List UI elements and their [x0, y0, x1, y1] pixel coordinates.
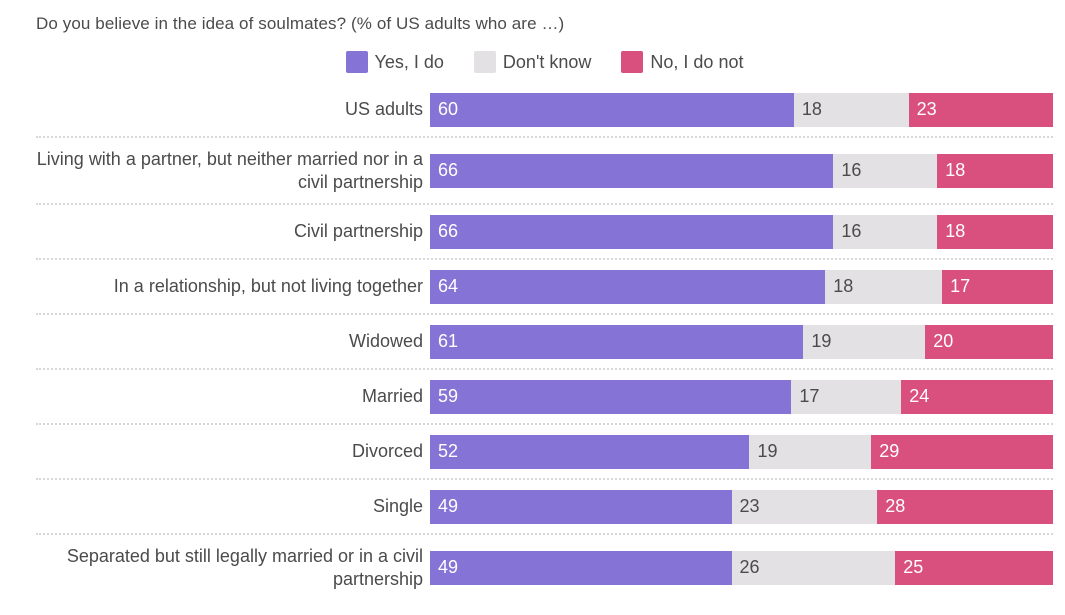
bar-segment-no-i-do-not: 25 [895, 550, 1053, 585]
bar-row: Separated but still legally married or i… [36, 533, 1053, 600]
stacked-bar: 52 19 29 [430, 434, 1053, 469]
bar-row: In a relationship, but not living togeth… [36, 258, 1053, 313]
bar-segment-no-i-do-not: 18 [937, 153, 1053, 188]
bar-segment-yes-i-do: 64 [430, 269, 826, 304]
category-label: Civil partnership [293, 221, 423, 242]
stacked-bar: 49 26 25 [430, 550, 1053, 585]
legend-swatch-yes-i-do-icon [345, 51, 368, 73]
stacked-bar: 60 18 23 [430, 92, 1053, 127]
chart-title: Do you believe in the idea of soulmates?… [36, 14, 565, 33]
category-label: Divorced [351, 441, 423, 462]
bar-row: Divorced 52 19 29 [36, 423, 1053, 478]
bar-segment-dont-know: 23 [731, 489, 878, 524]
category-label: Widowed [348, 331, 423, 352]
stacked-bar: 59 17 24 [430, 379, 1053, 414]
bar-segment-dont-know: 18 [825, 269, 943, 304]
stacked-bar: 66 16 18 [430, 153, 1053, 188]
bar-row: Single 49 23 28 [36, 478, 1053, 533]
legend-label-dont-know: Don't know [502, 51, 592, 72]
bar-segment-dont-know: 26 [731, 550, 896, 585]
legend-label-no-i-do-not: No, I do not [650, 51, 744, 72]
bar-segment-yes-i-do: 61 [430, 324, 804, 359]
bar-segment-yes-i-do: 60 [430, 92, 794, 127]
category-label: Living with a partner, but neither marri… [36, 148, 423, 192]
bar-row: Civil partnership 66 16 18 [36, 203, 1053, 258]
legend-item-yes-i-do: Yes, I do [345, 51, 444, 73]
bar-segment-no-i-do-not: 17 [942, 269, 1053, 304]
legend-swatch-dont-know-icon [473, 51, 496, 73]
bar-segment-yes-i-do: 66 [430, 214, 834, 249]
bar-segment-dont-know: 18 [793, 92, 909, 127]
bar-row: Married 59 17 24 [36, 368, 1053, 423]
bar-row: Widowed 61 19 20 [36, 313, 1053, 368]
legend: Yes, I do Don't know No, I do not [36, 51, 1053, 73]
bar-segment-no-i-do-not: 29 [871, 434, 1053, 469]
stacked-bar: 49 23 28 [430, 489, 1053, 524]
bar-segment-no-i-do-not: 18 [937, 214, 1053, 249]
bar-segment-yes-i-do: 49 [430, 489, 732, 524]
category-label: Separated but still legally married or i… [66, 545, 423, 589]
bar-segment-dont-know: 17 [791, 379, 902, 414]
stacked-bar: 61 19 20 [430, 324, 1053, 359]
bar-segment-dont-know: 16 [833, 153, 938, 188]
bar-segment-dont-know: 19 [803, 324, 926, 359]
bar-segment-yes-i-do: 59 [430, 379, 792, 414]
bar-segment-yes-i-do: 49 [430, 550, 732, 585]
legend-item-dont-know: Don't know [473, 51, 592, 73]
bar-row: US adults 60 18 23 [36, 83, 1053, 136]
bar-row: Living with a partner, but neither marri… [36, 136, 1053, 203]
category-label: Single [372, 496, 423, 517]
bar-segment-dont-know: 19 [749, 434, 872, 469]
bar-segment-dont-know: 16 [833, 214, 938, 249]
category-label: US adults [344, 98, 423, 119]
bar-segment-no-i-do-not: 23 [908, 92, 1053, 127]
category-label: Married [361, 386, 423, 407]
stacked-bar: 64 18 17 [430, 269, 1053, 304]
legend-item-no-i-do-not: No, I do not [621, 51, 743, 73]
bar-segment-yes-i-do: 66 [430, 153, 834, 188]
stacked-bar: 66 16 18 [430, 214, 1053, 249]
legend-swatch-no-i-do-not-icon [621, 51, 644, 73]
bar-segment-no-i-do-not: 28 [877, 489, 1053, 524]
category-label: In a relationship, but not living togeth… [113, 276, 423, 297]
bar-segment-yes-i-do: 52 [430, 434, 750, 469]
bar-segment-no-i-do-not: 20 [925, 324, 1053, 359]
legend-label-yes-i-do: Yes, I do [374, 51, 444, 72]
bar-rows: US adults 60 18 23 Living with a partner, … [36, 83, 1053, 600]
bar-segment-no-i-do-not: 24 [901, 379, 1053, 414]
